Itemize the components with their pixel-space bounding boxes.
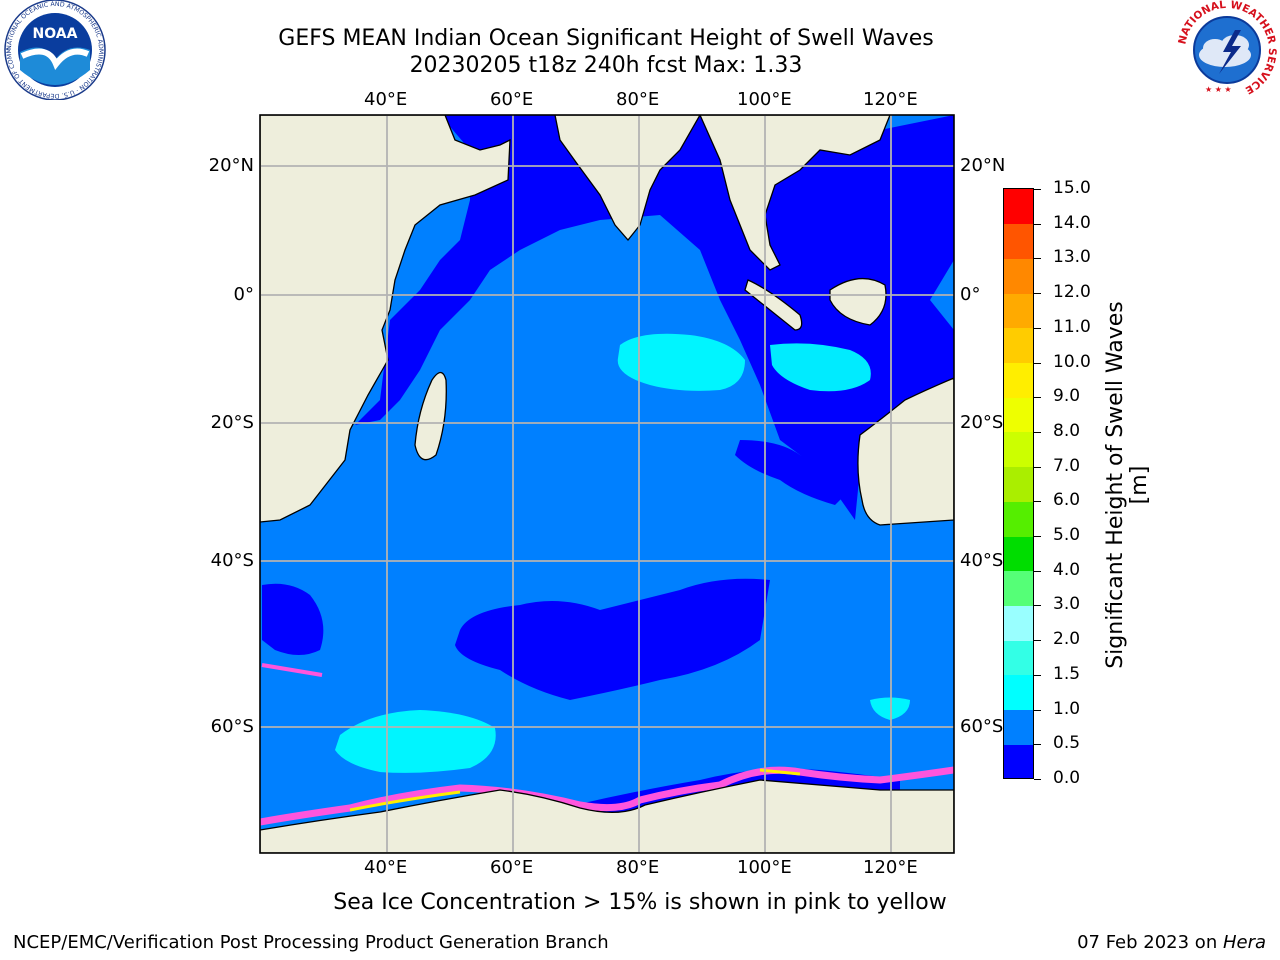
colorbar-tick-mark [1034, 605, 1041, 607]
lon-label-top-120e: 120°E [863, 89, 918, 110]
colorbar-segment [1004, 605, 1034, 641]
colorbar-tick-label: 6.0 [1053, 490, 1081, 511]
map-frame [259, 114, 955, 854]
colorbar-tick-mark [1034, 744, 1041, 746]
colorbar-segment [1004, 466, 1034, 502]
colorbar-tick-label: 0.5 [1053, 733, 1081, 754]
lon-label-top-100e: 100°E [737, 89, 792, 110]
colorbar-tick-label: 1.0 [1053, 698, 1081, 719]
colorbar-tick-label: 3.0 [1053, 594, 1081, 615]
lat-label-left-40s: 40°S [210, 550, 254, 571]
lat-label-right-40s: 40°S [960, 550, 1004, 571]
colorbar-segment [1004, 293, 1034, 329]
lon-label-bottom-40e: 40°E [364, 857, 408, 878]
colorbar-tick-mark [1034, 327, 1041, 329]
colorbar-segment [1004, 570, 1034, 606]
footer-host: Hera [1222, 932, 1266, 953]
colorbar-tick-label: 0.0 [1053, 768, 1081, 788]
lon-label-bottom-80e: 80°E [616, 857, 660, 878]
colorbar-segment [1004, 189, 1034, 225]
india-land [554, 115, 701, 242]
lon-label-bottom-100e: 100°E [737, 857, 792, 878]
africa-land [260, 115, 511, 523]
colorbar-tick-mark [1034, 709, 1041, 711]
colorbar-tick-label: 7.0 [1053, 455, 1081, 476]
lat-label-right-20s: 20°S [960, 412, 1004, 433]
colorbar-tick-mark [1034, 223, 1041, 225]
noaa-text: NOAA [33, 26, 78, 42]
nws-logo: NATIONAL WEATHER SERVICE ★ ★ ★ [1176, 0, 1278, 99]
colorbar-tick-mark [1034, 466, 1041, 468]
colorbar-tick-label: 13.0 [1053, 247, 1091, 268]
colorbar-tick-mark [1034, 570, 1041, 572]
colorbar-tick-mark [1034, 674, 1041, 676]
lat-label-right-0: 0° [960, 284, 981, 305]
colorbar-label: Significant Height of Swell Waves [m] [1103, 301, 1152, 669]
lat-label-right-60s: 60°S [960, 716, 1004, 737]
colorbar-tick-label: 8.0 [1053, 420, 1081, 441]
lat-label-right-20n: 20°N [960, 155, 1006, 176]
colorbar-tick-mark [1034, 431, 1041, 433]
lat-label-left-60s: 60°S [210, 716, 254, 737]
colorbar-segment [1004, 362, 1034, 398]
colorbar-tick-label: 14.0 [1053, 212, 1091, 233]
colorbar-segment [1004, 397, 1034, 433]
svg-text:★ ★ ★: ★ ★ ★ [1205, 85, 1232, 94]
australia-land [857, 377, 954, 526]
colorbar-tick-mark [1034, 501, 1041, 503]
colorbar-tick-mark [1034, 640, 1041, 642]
colorbar-tick-label: 10.0 [1053, 351, 1091, 372]
colorbar-segment [1004, 536, 1034, 572]
colorbar-tick-mark [1034, 397, 1041, 399]
sea-ice-antarctic [260, 766, 954, 826]
colorbar-segment [1004, 327, 1034, 364]
sea-ice-note: Sea Ice Concentration > 15% is shown in … [333, 890, 947, 915]
lat-label-left-20s: 20°S [210, 412, 254, 433]
colorbar-segment [1004, 501, 1034, 537]
lat-label-left-20n: 20°N [208, 155, 254, 176]
land-masses [260, 115, 954, 853]
antarctica-land [260, 779, 954, 853]
graticule [260, 115, 954, 853]
swell-cyan-patches [335, 333, 910, 773]
colorbar-tick-label: 1.5 [1053, 663, 1081, 684]
colorbar-tick-mark [1034, 189, 1041, 190]
chart-title: GEFS MEAN Indian Ocean Significant Heigh… [278, 26, 934, 51]
colorbar-segment [1004, 431, 1034, 468]
colorbar-tick-label: 15.0 [1053, 178, 1091, 198]
colorbar-tick-label: 4.0 [1053, 559, 1081, 580]
lon-label-bottom-120e: 120°E [863, 857, 918, 878]
colorbar-tick-label: 12.0 [1053, 282, 1091, 303]
colorbar-tick-mark [1034, 779, 1041, 780]
colorbar-segment [1004, 744, 1034, 780]
colorbar-tick-mark [1034, 293, 1041, 295]
colorbar-tick-mark [1034, 362, 1041, 364]
colorbar-segment [1004, 640, 1034, 676]
colorbar-segment [1004, 674, 1034, 711]
colorbar-tick-label: 9.0 [1053, 386, 1081, 407]
lon-label-top-40e: 40°E [364, 89, 408, 110]
colorbar-segment [1004, 709, 1034, 745]
colorbar-segment [1004, 258, 1034, 294]
footer-date: 07 Feb 2023 on Hera [1077, 932, 1266, 953]
lon-label-top-60e: 60°E [490, 89, 534, 110]
footer-credit: NCEP/EMC/Verification Post Processing Pr… [13, 932, 609, 953]
colorbar-segment [1004, 223, 1034, 259]
colorbar-tick-mark [1034, 258, 1041, 260]
colorbar-tick-label: 5.0 [1053, 525, 1081, 546]
lon-label-bottom-60e: 60°E [490, 857, 534, 878]
colorbar-tick-label: 2.0 [1053, 629, 1081, 650]
footer-date-text: 07 Feb 2023 on [1077, 932, 1223, 953]
lat-label-left-0: 0° [233, 284, 254, 305]
chart-subtitle: 20230205 t18z 240h fcst Max: 1.33 [409, 53, 803, 78]
colorbar-tick-mark [1034, 536, 1041, 538]
lon-label-top-80e: 80°E [616, 89, 660, 110]
colorbar-tick-label: 11.0 [1053, 316, 1091, 337]
noaa-logo: NATIONAL OCEANIC AND ATMOSPHERIC ADMINIS… [0, 0, 106, 100]
